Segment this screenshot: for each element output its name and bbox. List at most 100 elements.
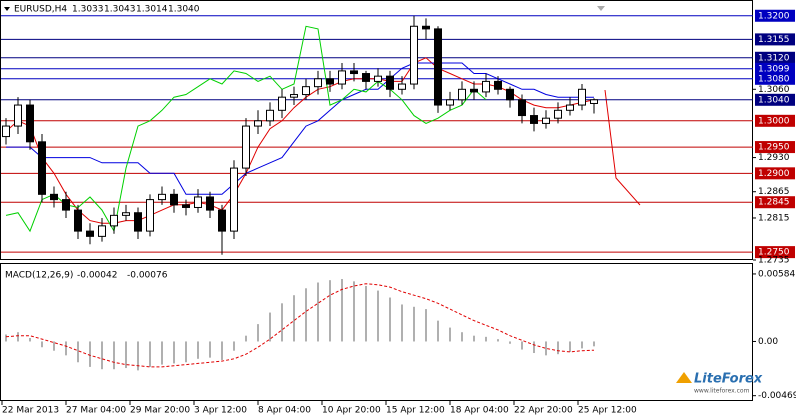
price-frame — [0, 0, 753, 260]
x-tick-label: 25 Apr 12:00 — [578, 406, 637, 416]
candle-body — [278, 96, 286, 111]
level-box — [755, 62, 795, 75]
candle-body — [242, 125, 250, 169]
macd-bar — [101, 341, 103, 370]
candle-body — [326, 78, 334, 85]
macd-bar — [245, 335, 247, 342]
level-label: 1.3155 — [758, 35, 790, 45]
macd-title: MACD(12,26,9) — [5, 271, 73, 281]
level-label: 1.2750 — [758, 248, 790, 258]
macd-bar — [221, 341, 223, 360]
candle-body — [530, 115, 538, 124]
macd-bar — [185, 341, 187, 363]
macd-bar — [209, 341, 211, 358]
y-tick-label: 0.00 — [758, 337, 778, 347]
header-value: 1.3040 — [168, 5, 200, 15]
macd-bar — [425, 309, 427, 342]
candle-body — [458, 88, 466, 101]
candle-body — [158, 193, 166, 201]
macd-bar — [41, 341, 43, 348]
macd-bar — [149, 341, 151, 367]
logo: LiteForex www.liteforex.com — [676, 372, 763, 395]
level-label: 1.3099 — [758, 64, 790, 74]
macd-bar — [365, 285, 367, 342]
macd-bar — [485, 336, 487, 342]
candle-body — [374, 75, 382, 82]
menu-triangle[interactable] — [4, 7, 10, 11]
level-box — [755, 33, 795, 46]
level-label: 1.2950 — [758, 143, 790, 153]
level-label: 1.3080 — [758, 74, 790, 84]
candle-body — [554, 109, 562, 119]
macd-bar — [161, 341, 163, 365]
level-label: 1.3040 — [758, 95, 790, 105]
candle-body — [74, 209, 82, 232]
x-tick-label: 18 Apr 04:00 — [450, 406, 509, 416]
candle-body — [146, 199, 154, 232]
macd-bar — [461, 332, 463, 342]
macd-bar — [329, 280, 331, 342]
candle-body — [506, 88, 514, 101]
macd-bar — [401, 304, 403, 342]
signal-line — [5, 283, 595, 368]
candle-body — [446, 99, 454, 106]
level-box — [755, 51, 795, 64]
candle-body — [350, 70, 358, 75]
candle-body — [290, 94, 298, 98]
candle-body — [98, 225, 106, 237]
macd-bar — [521, 341, 523, 350]
candle-body — [266, 109, 274, 122]
candle-body — [302, 86, 310, 96]
candle-body — [230, 167, 238, 232]
macd-bar — [377, 290, 379, 342]
level-box — [755, 114, 795, 127]
macd-bar — [29, 337, 31, 342]
x-tick-label: 22 Apr 20:00 — [514, 406, 573, 416]
macd-bar — [437, 320, 439, 342]
header: EURUSD,H4 — [14, 5, 67, 15]
macd-bar — [593, 341, 595, 347]
macd-bar — [17, 332, 19, 342]
candle-body — [482, 80, 490, 93]
candle-body — [470, 88, 478, 93]
candle-body — [518, 99, 526, 117]
level-box — [755, 196, 795, 209]
candle-body — [134, 212, 142, 232]
candle-body — [110, 214, 118, 227]
macd-bar — [53, 341, 55, 351]
macd-bar — [113, 341, 115, 370]
candle-body — [2, 125, 10, 138]
macd-value: -0.00042 — [77, 271, 117, 281]
x-tick-label: 8 Apr 04:00 — [258, 406, 311, 416]
level-box — [755, 246, 795, 259]
candle-body — [542, 117, 550, 124]
candle-body — [218, 209, 226, 232]
level-label: 1.3120 — [758, 53, 790, 63]
level-box — [755, 9, 795, 22]
macd-bar — [581, 341, 583, 349]
candle-body — [590, 99, 598, 104]
candle-body — [578, 88, 586, 106]
macd-bar — [389, 297, 391, 342]
candle-body — [62, 199, 70, 211]
candle-body — [86, 230, 94, 237]
candle-body — [194, 196, 202, 208]
macd-bar — [341, 279, 343, 342]
macd-bar — [545, 341, 547, 356]
indicator-line — [5, 25, 487, 233]
shift-marker — [597, 6, 605, 11]
level-box — [755, 141, 795, 154]
macd-bar — [533, 341, 535, 354]
candle-body — [386, 75, 394, 90]
candle-body — [38, 141, 46, 195]
macd-bar — [173, 341, 175, 364]
x-tick-label: 29 Mar 20:00 — [130, 406, 190, 416]
macd-bar — [317, 282, 319, 342]
macd-bar — [233, 341, 235, 351]
candle-body — [338, 70, 346, 85]
macd-frame — [0, 263, 753, 401]
macd-bar — [257, 324, 259, 342]
macd-bar — [65, 341, 67, 356]
header-value: 1.3014 — [136, 5, 168, 15]
macd-bar — [497, 339, 499, 342]
